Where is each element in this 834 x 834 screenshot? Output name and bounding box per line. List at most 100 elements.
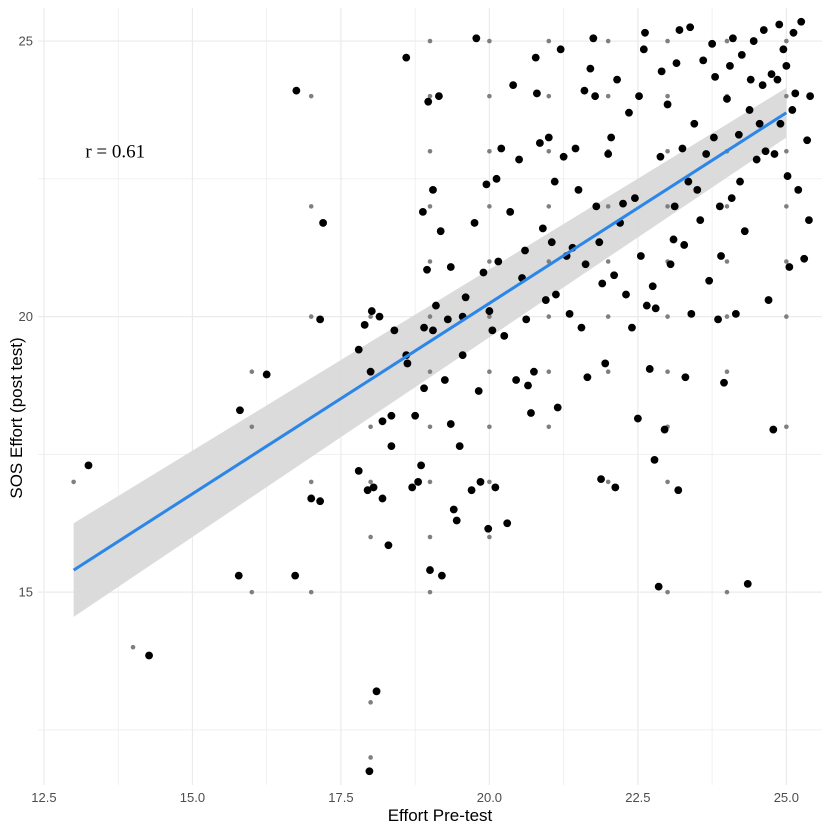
data-point xyxy=(710,133,718,142)
data-point xyxy=(365,767,374,776)
data-point xyxy=(467,486,476,495)
raw-data-point xyxy=(724,259,730,264)
raw-data-point xyxy=(546,369,552,375)
data-point xyxy=(586,64,595,73)
data-point xyxy=(360,320,369,329)
data-point xyxy=(723,95,731,103)
raw-data-point xyxy=(665,589,670,595)
data-point xyxy=(414,478,423,486)
raw-data-point xyxy=(487,424,492,430)
data-point xyxy=(604,150,613,158)
data-point xyxy=(678,144,687,153)
data-point xyxy=(492,174,501,183)
data-point xyxy=(776,119,785,128)
data-point xyxy=(648,282,657,291)
x-axis-title: Effort Pre-test xyxy=(388,806,493,825)
data-point xyxy=(145,651,153,660)
data-point xyxy=(565,309,574,318)
raw-data-point xyxy=(665,314,670,319)
data-point xyxy=(797,17,806,26)
data-point xyxy=(479,268,488,277)
raw-data-point xyxy=(487,38,492,44)
data-point xyxy=(461,293,470,302)
raw-data-point xyxy=(427,259,433,264)
raw-data-point xyxy=(368,314,373,319)
data-point xyxy=(484,524,493,533)
data-point xyxy=(316,497,325,506)
raw-data-point xyxy=(784,259,789,264)
raw-data-point xyxy=(784,424,789,430)
data-point xyxy=(452,516,461,525)
raw-data-point xyxy=(665,479,670,485)
data-point xyxy=(650,455,659,464)
y-tick-labels: 15 20 25 xyxy=(19,34,33,600)
data-point xyxy=(583,373,592,382)
data-point xyxy=(424,97,433,106)
raw-data-point xyxy=(427,369,433,375)
data-point xyxy=(672,59,681,68)
data-point xyxy=(705,276,714,285)
data-point xyxy=(779,45,788,54)
data-point xyxy=(729,34,737,43)
raw-data-point xyxy=(605,204,611,209)
data-point xyxy=(631,194,639,203)
raw-data-point xyxy=(605,314,611,319)
data-point xyxy=(597,475,605,484)
data-point xyxy=(610,271,619,280)
data-point xyxy=(696,216,705,225)
raw-data-point xyxy=(308,314,314,319)
regression-line-layer xyxy=(72,111,788,572)
minor-gridlines xyxy=(38,8,822,785)
data-point xyxy=(530,367,538,376)
data-point xyxy=(746,75,755,84)
data-point xyxy=(491,483,500,492)
data-point xyxy=(402,53,411,62)
data-point xyxy=(680,241,689,249)
data-point xyxy=(752,155,761,164)
data-point xyxy=(628,323,636,332)
raw-data-point xyxy=(605,259,611,264)
raw-data-point xyxy=(427,38,433,44)
data-point xyxy=(788,106,797,114)
raw-data-point xyxy=(784,93,789,99)
data-point xyxy=(472,34,481,43)
x-tick-label: 17.5 xyxy=(328,790,353,805)
data-point xyxy=(641,28,649,37)
data-point xyxy=(693,185,702,194)
data-point xyxy=(740,227,749,236)
raw-data-point xyxy=(427,424,433,430)
data-point xyxy=(670,202,679,211)
data-point xyxy=(292,86,301,95)
data-point xyxy=(684,177,693,186)
data-point xyxy=(749,37,758,45)
data-point xyxy=(686,23,695,32)
data-point xyxy=(803,136,812,145)
y-tick-label: 25 xyxy=(19,34,33,49)
data-point xyxy=(783,172,792,180)
raw-data-point xyxy=(784,38,789,44)
raw-data-point xyxy=(605,93,611,99)
data-point xyxy=(426,566,434,574)
data-point xyxy=(589,34,598,43)
data-point xyxy=(354,345,363,354)
data-point xyxy=(591,92,600,101)
x-tick-label: 12.5 xyxy=(31,790,56,805)
data-point xyxy=(794,185,803,194)
data-point xyxy=(699,56,708,65)
data-point xyxy=(236,406,244,415)
data-point xyxy=(369,483,378,492)
raw-data-point xyxy=(665,38,670,44)
data-point xyxy=(598,279,607,288)
data-point xyxy=(666,260,675,269)
data-point xyxy=(474,387,483,395)
data-point xyxy=(785,263,794,271)
data-point xyxy=(455,442,464,450)
data-point xyxy=(592,202,601,211)
data-point xyxy=(420,323,428,332)
data-point xyxy=(702,150,711,158)
raw-data-point xyxy=(546,93,552,99)
data-point xyxy=(408,483,417,492)
data-point xyxy=(764,296,773,304)
raw-data-point xyxy=(724,589,730,595)
data-point xyxy=(636,252,645,260)
